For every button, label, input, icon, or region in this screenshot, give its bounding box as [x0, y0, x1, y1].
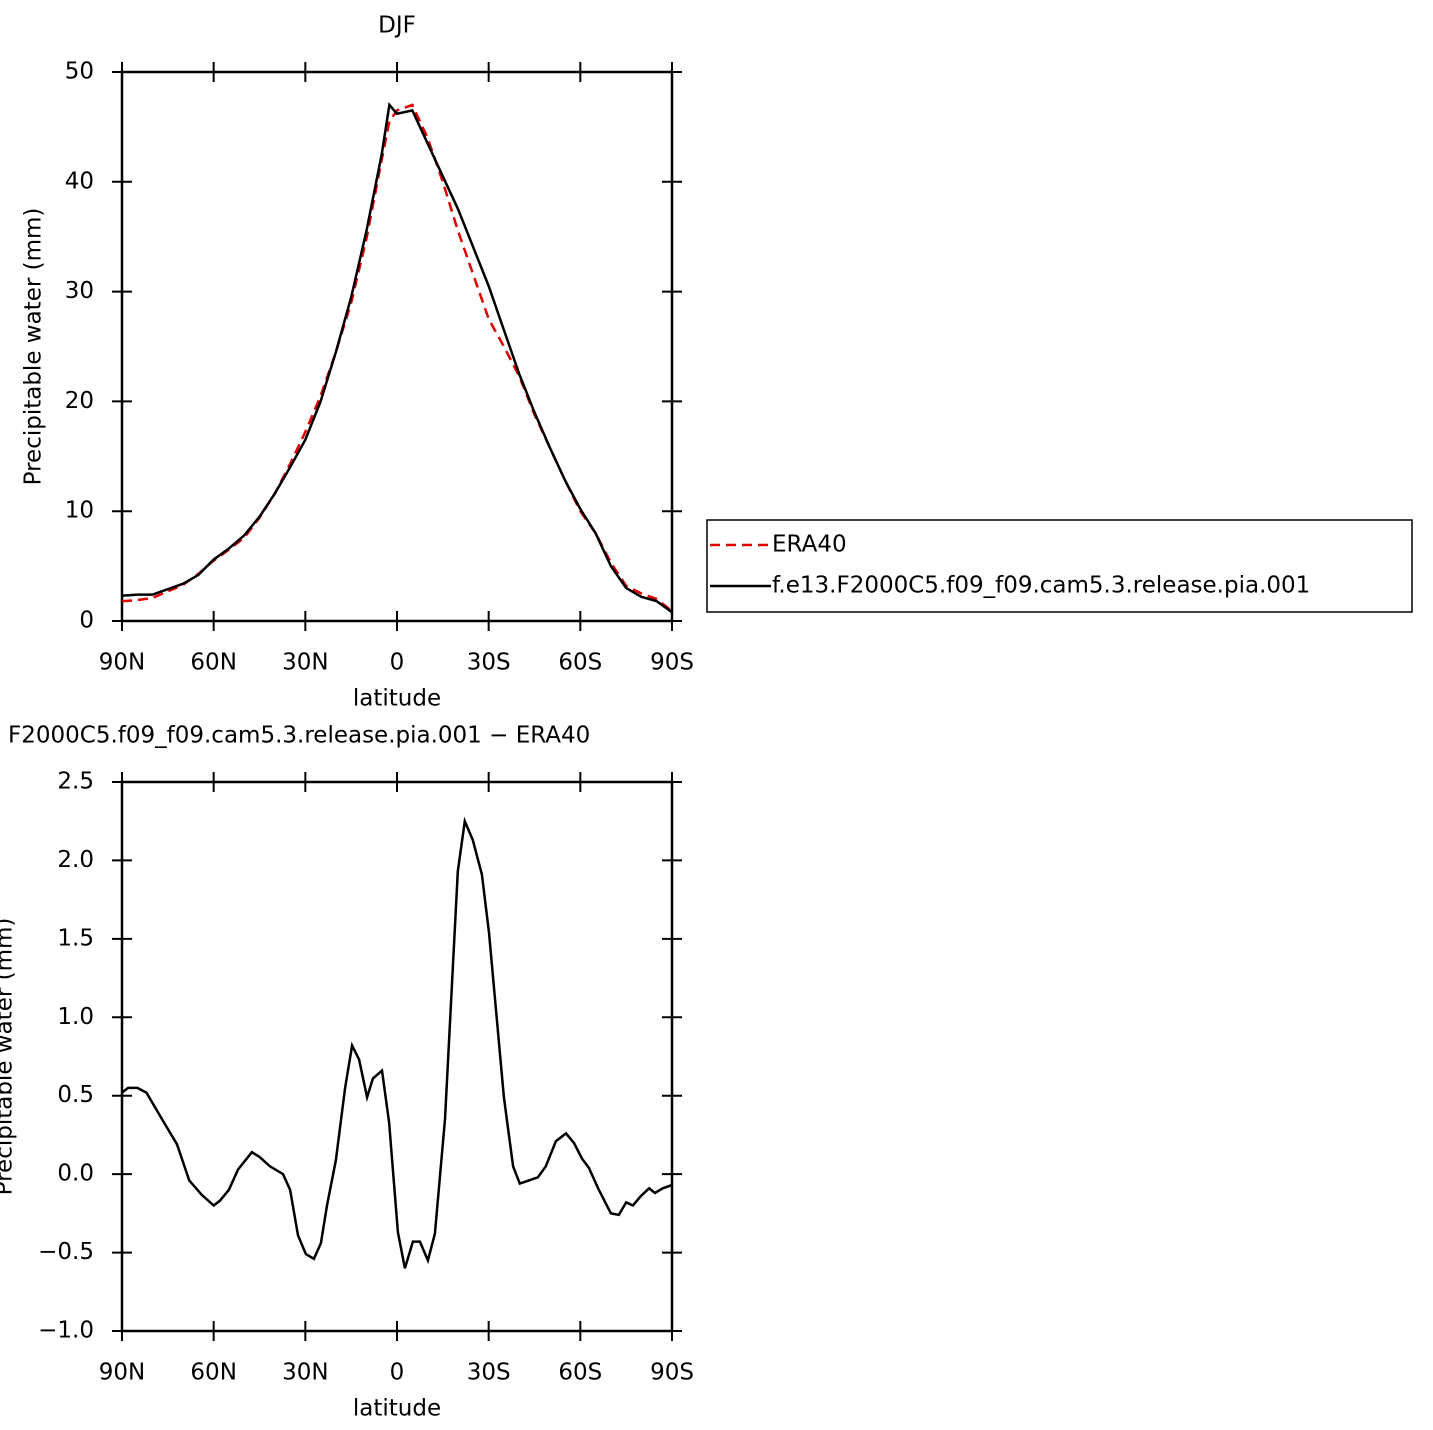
y-tick-label: −1.0	[38, 1318, 94, 1344]
data-line	[121, 816, 673, 1269]
x-tick-label: 90N	[99, 1360, 145, 1386]
x-tick-label: 30N	[282, 650, 328, 676]
y-tick-label: 0.0	[57, 1161, 94, 1187]
legend-box	[706, 519, 1413, 613]
chart-title: F2000C5.f09_f09.cam5.3.release.pia.001 −…	[8, 723, 590, 749]
y-tick-label: 0.5	[57, 1082, 94, 1108]
plot-frame	[120, 780, 674, 1333]
x-tick-label: 90S	[650, 1360, 694, 1386]
x-tick-label: 60N	[190, 650, 236, 676]
x-axis-label: latitude	[353, 1396, 441, 1422]
x-tick-label: 90N	[99, 650, 145, 676]
chart-title: DJF	[378, 13, 416, 39]
legend-label: ERA40	[772, 532, 847, 558]
x-tick-label: 90S	[650, 650, 694, 676]
y-tick-label: 40	[65, 168, 94, 194]
y-tick-label: 50	[65, 59, 94, 85]
data-line	[121, 102, 673, 614]
data-line	[121, 103, 673, 613]
plot-frame	[120, 70, 674, 623]
y-tick-label: 20	[65, 388, 94, 414]
x-tick-label: 30S	[467, 1360, 511, 1386]
x-tick-label: 60S	[558, 650, 602, 676]
legend-label: f.e13.F2000C5.f09_f09.cam5.3.release.pia…	[772, 573, 1310, 599]
x-tick-label: 30N	[282, 1360, 328, 1386]
x-tick-label: 0	[390, 650, 405, 676]
y-tick-label: 2.5	[57, 769, 94, 795]
y-axis-label: Precipitable water (mm)	[0, 918, 18, 1196]
x-tick-label: 60N	[190, 1360, 236, 1386]
y-axis-label: Precipitable water (mm)	[21, 208, 47, 486]
x-tick-label: 0	[390, 1360, 405, 1386]
x-axis-label: latitude	[353, 686, 441, 712]
y-tick-label: 2.0	[57, 847, 94, 873]
y-tick-label: 10	[65, 498, 94, 524]
y-tick-label: 30	[65, 278, 94, 304]
y-tick-label: −0.5	[38, 1239, 94, 1265]
y-tick-label: 1.5	[57, 925, 94, 951]
x-tick-label: 30S	[467, 650, 511, 676]
y-tick-label: 0	[79, 608, 94, 634]
x-tick-label: 60S	[558, 1360, 602, 1386]
y-tick-label: 1.0	[57, 1004, 94, 1030]
